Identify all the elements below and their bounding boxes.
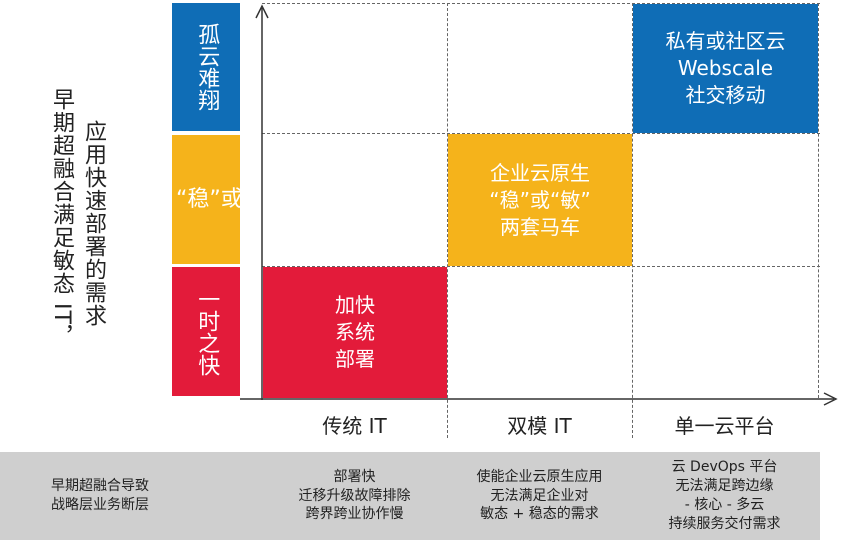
grid-line bbox=[447, 3, 448, 438]
grid-line bbox=[262, 3, 820, 4]
cell-private-community-cloud: 私有或社区云 Webscale 社交移动 bbox=[633, 4, 818, 133]
row-label-quick: 一时之快 bbox=[172, 267, 240, 396]
summary-early: 早期超融合导致 战略层业务断层 bbox=[51, 478, 149, 513]
x-axis-arrow-icon bbox=[823, 392, 838, 406]
y-axis-title-1: 早期超融合满足敏态 IT， bbox=[49, 88, 74, 348]
cell-enterprise-cloud-native: 企业云原生 “稳”或“敏” 两套马车 bbox=[448, 134, 632, 266]
y-axis-arrow-icon bbox=[255, 4, 269, 19]
row-label-isolated: 孤云难翔 bbox=[172, 3, 240, 131]
grid-line bbox=[262, 266, 820, 267]
summary-traditional: 部署快 迁移升级故障排除 跨界跨业协作慢 bbox=[298, 468, 411, 523]
grid-line bbox=[262, 133, 820, 134]
bottom-summary-band: 早期超融合导致 战略层业务断层 部署快 迁移升级故障排除 跨界跨业协作慢 使能企… bbox=[0, 452, 820, 540]
column-label-single-cloud: 单一云平台 bbox=[674, 414, 775, 438]
summary-bimodal: 使能企业云原生应用 无法满足企业对 敏态 + 稳态的需求 bbox=[476, 468, 603, 523]
cell-fast-deploy: 加快 系统 部署 bbox=[263, 267, 447, 398]
summary-single-cloud: 云 DevOps 平台 无法满足跨边缘 - 核心 - 多云 持续服务交付需求 bbox=[668, 459, 781, 532]
column-label-traditional-it: 传统 IT bbox=[322, 414, 387, 438]
axes bbox=[240, 4, 838, 406]
grid-line bbox=[632, 3, 633, 438]
row-label-text: 孤云难翔 bbox=[194, 23, 220, 111]
y-axis-title-2: 应用快速部署的需求 bbox=[81, 120, 106, 327]
column-label-bimodal-it: 双模 IT bbox=[507, 414, 572, 438]
grid-line bbox=[818, 3, 819, 398]
row-label-text: 一时之快 bbox=[194, 287, 220, 376]
